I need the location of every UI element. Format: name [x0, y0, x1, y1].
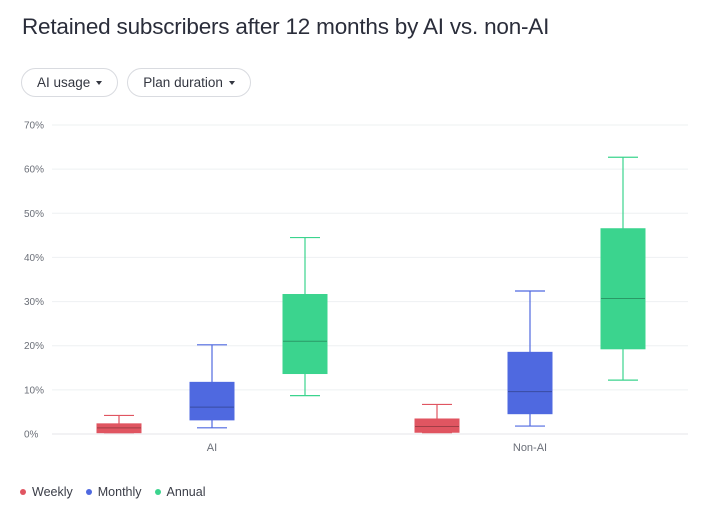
box-weekly-ai	[96, 423, 142, 434]
boxplot-chart: 0% 10% 20% 30% 40% 50% 60% 70% AI Non-AI	[24, 121, 688, 454]
caret-down-icon	[228, 81, 235, 85]
plan-duration-filter-button[interactable]: Plan duration	[127, 68, 251, 97]
y-tick-label: 60%	[24, 165, 44, 176]
legend-item-weekly[interactable]: Weekly	[20, 485, 73, 499]
monthly-legend-dot	[85, 489, 92, 495]
y-tick-label: 20%	[24, 341, 44, 352]
plan-duration-filter-label: Plan duration	[143, 75, 223, 90]
y-tick-label: 10%	[24, 385, 44, 396]
filter-bar: AI usage Plan duration	[21, 68, 251, 97]
box-weekly-nonai	[414, 418, 460, 433]
box-monthly-nonai	[507, 351, 553, 415]
y-tick-label: 40%	[24, 253, 44, 264]
page-title: Retained subscribers after 12 months by …	[22, 14, 550, 39]
ai-usage-filter-label: AI usage	[37, 75, 91, 90]
y-tick-label: 0%	[24, 430, 39, 441]
y-tick-label: 50%	[24, 209, 44, 220]
y-tick-label: 70%	[24, 121, 44, 132]
legend-label-monthly: Monthly	[97, 485, 142, 499]
box-annual-nonai	[600, 228, 646, 350]
legend-label-annual: Annual	[166, 485, 206, 499]
box-annual-ai	[282, 294, 328, 375]
legend-item-annual[interactable]: Annual	[154, 485, 206, 499]
legend-item-monthly[interactable]: Monthly	[85, 485, 142, 499]
ai-usage-filter-button[interactable]: AI usage	[21, 68, 119, 97]
caret-down-icon	[96, 81, 103, 85]
chart-legend: Weekly Monthly Annual	[20, 485, 205, 499]
y-tick-label: 30%	[24, 297, 44, 308]
box-monthly-ai	[189, 381, 235, 421]
x-category-label: AI	[207, 442, 217, 454]
annual-legend-dot	[154, 489, 161, 495]
legend-label-weekly: Weekly	[32, 485, 73, 499]
x-category-label: Non-AI	[513, 442, 547, 454]
weekly-legend-dot	[20, 489, 26, 495]
